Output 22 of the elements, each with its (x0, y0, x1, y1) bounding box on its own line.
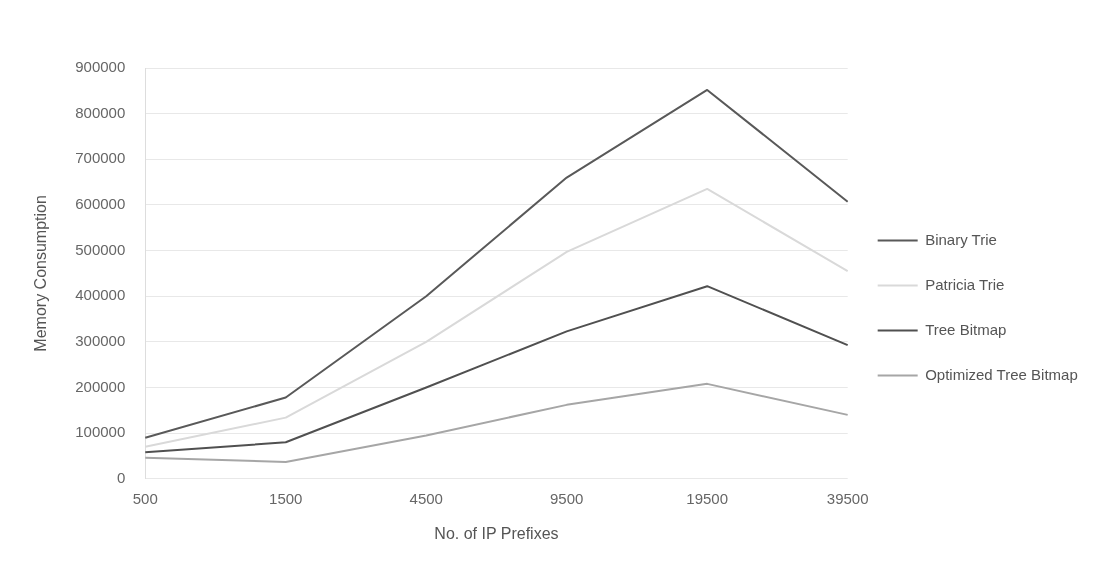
y-tick-label: 600000 (75, 195, 126, 213)
y-tick-label: 400000 (75, 286, 126, 304)
y-tick-label: 800000 (75, 103, 126, 121)
y-axis-title: Memory Consumption (32, 195, 50, 352)
x-tick-label: 9500 (550, 489, 584, 507)
x-tick-label: 1500 (269, 489, 303, 507)
x-tick-label: 19500 (686, 489, 729, 507)
y-tick-label: 500000 (75, 240, 126, 258)
x-tick-label: 39500 (826, 489, 869, 507)
legend-label: Optimized Tree Bitmap (925, 365, 1078, 383)
y-tick-label: 200000 (75, 377, 126, 395)
y-tick-label: 900000 (75, 58, 126, 76)
x-tick-label: 500 (132, 489, 158, 507)
x-tick-label: 4500 (409, 489, 443, 507)
y-tick-label: 300000 (75, 332, 126, 350)
legend-label: Patricia Trie (925, 275, 1005, 293)
y-tick-label: 700000 (75, 149, 126, 167)
legend-label: Tree Bitmap (925, 320, 1007, 338)
legend-label: Binary Trie (925, 230, 997, 248)
y-tick-label: 0 (116, 468, 126, 486)
y-tick-label: 100000 (75, 423, 126, 441)
x-axis-title: No. of IP Prefixes (434, 524, 559, 542)
